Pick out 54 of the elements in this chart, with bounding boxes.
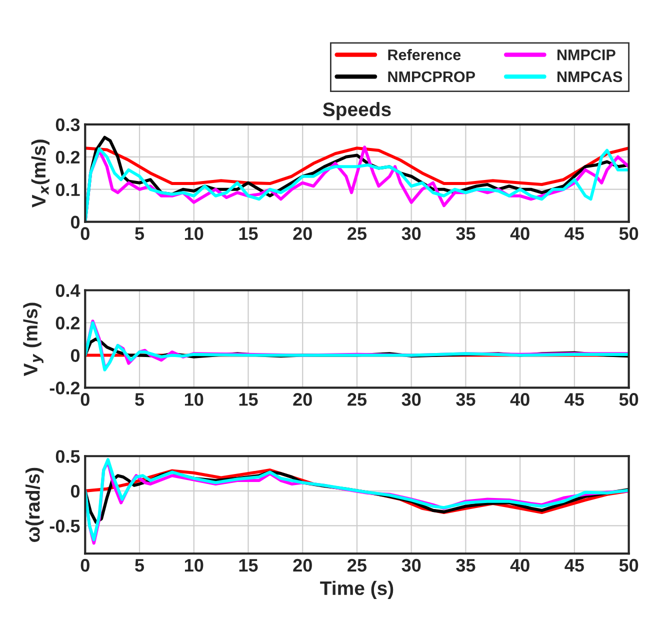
x-tick-label: 20: [293, 558, 312, 572]
x-tick-label: 10: [184, 558, 204, 572]
x-tick-label: 15: [239, 393, 258, 406]
x-tick-label: 0: [80, 393, 90, 406]
x-tick-label: 40: [510, 558, 530, 572]
y-tick-label: 0.2: [56, 316, 80, 330]
x-tick-label: 10: [184, 393, 204, 406]
y-axis-title: V$_{x}$(m/s): [31, 140, 50, 208]
x-tick-label: 35: [456, 227, 476, 240]
x-tick-label: 5: [135, 559, 144, 572]
x-tick-label: 50: [619, 558, 638, 572]
x-tick-label: 50: [619, 227, 638, 240]
x-tick-label: 45: [564, 393, 584, 406]
y-tick-label: 0.5: [56, 450, 80, 463]
x-tick-label: 30: [402, 393, 421, 406]
x-tick-label: 30: [402, 227, 421, 240]
legend-label: NMPCPROP: [388, 71, 475, 82]
chart-title: Speeds: [322, 102, 391, 120]
y-tick-label: 0.1: [56, 183, 80, 196]
x-tick-label: 25: [348, 558, 367, 572]
x-tick-label: 10: [184, 227, 204, 240]
x-tick-label: 5: [135, 393, 144, 406]
x-tick-label: 40: [510, 227, 530, 240]
x-tick-label: 20: [293, 227, 312, 240]
legend-label: NMPCAS: [558, 71, 622, 82]
y-tick-label: 0: [70, 216, 80, 229]
x-tick-label: 0: [80, 558, 90, 572]
x-tick-label: 35: [456, 393, 476, 406]
y-tick-label: 0.3: [56, 118, 80, 132]
y-tick-label: 0: [70, 484, 80, 498]
x-tick-label: 50: [619, 393, 638, 406]
y-axis-title: V$_{y}$ (m/s): [23, 302, 44, 376]
x-tick-label: 20: [293, 393, 312, 406]
y-tick-label: 0.4: [56, 284, 80, 297]
y-tick-label: 0.2: [56, 150, 80, 164]
legend-label: NMPCIP: [558, 49, 616, 60]
x-tick-label: 45: [564, 559, 584, 572]
y-tick-label: 0: [70, 349, 80, 362]
x-tick-label: 15: [239, 227, 258, 240]
x-tick-label: 25: [348, 227, 367, 240]
y-tick-label: -0.2: [50, 382, 80, 394]
line-series: [85, 146, 629, 186]
x-tick-label: 35: [456, 558, 476, 572]
x-tick-label: 15: [239, 559, 258, 572]
y-axis-title: ω(rad/s): [26, 468, 44, 542]
x-tick-label: 0: [80, 227, 90, 240]
x-tick-label: 5: [135, 227, 144, 240]
x-tick-label: 40: [510, 393, 530, 406]
y-tick-label: -0.5: [50, 520, 80, 532]
legend-label: Reference: [388, 49, 461, 60]
x-tick-label: 45: [564, 227, 584, 240]
x-tick-label: 30: [402, 558, 421, 572]
x-axis-title: Time (s): [320, 580, 394, 599]
x-tick-label: 25: [348, 393, 367, 406]
